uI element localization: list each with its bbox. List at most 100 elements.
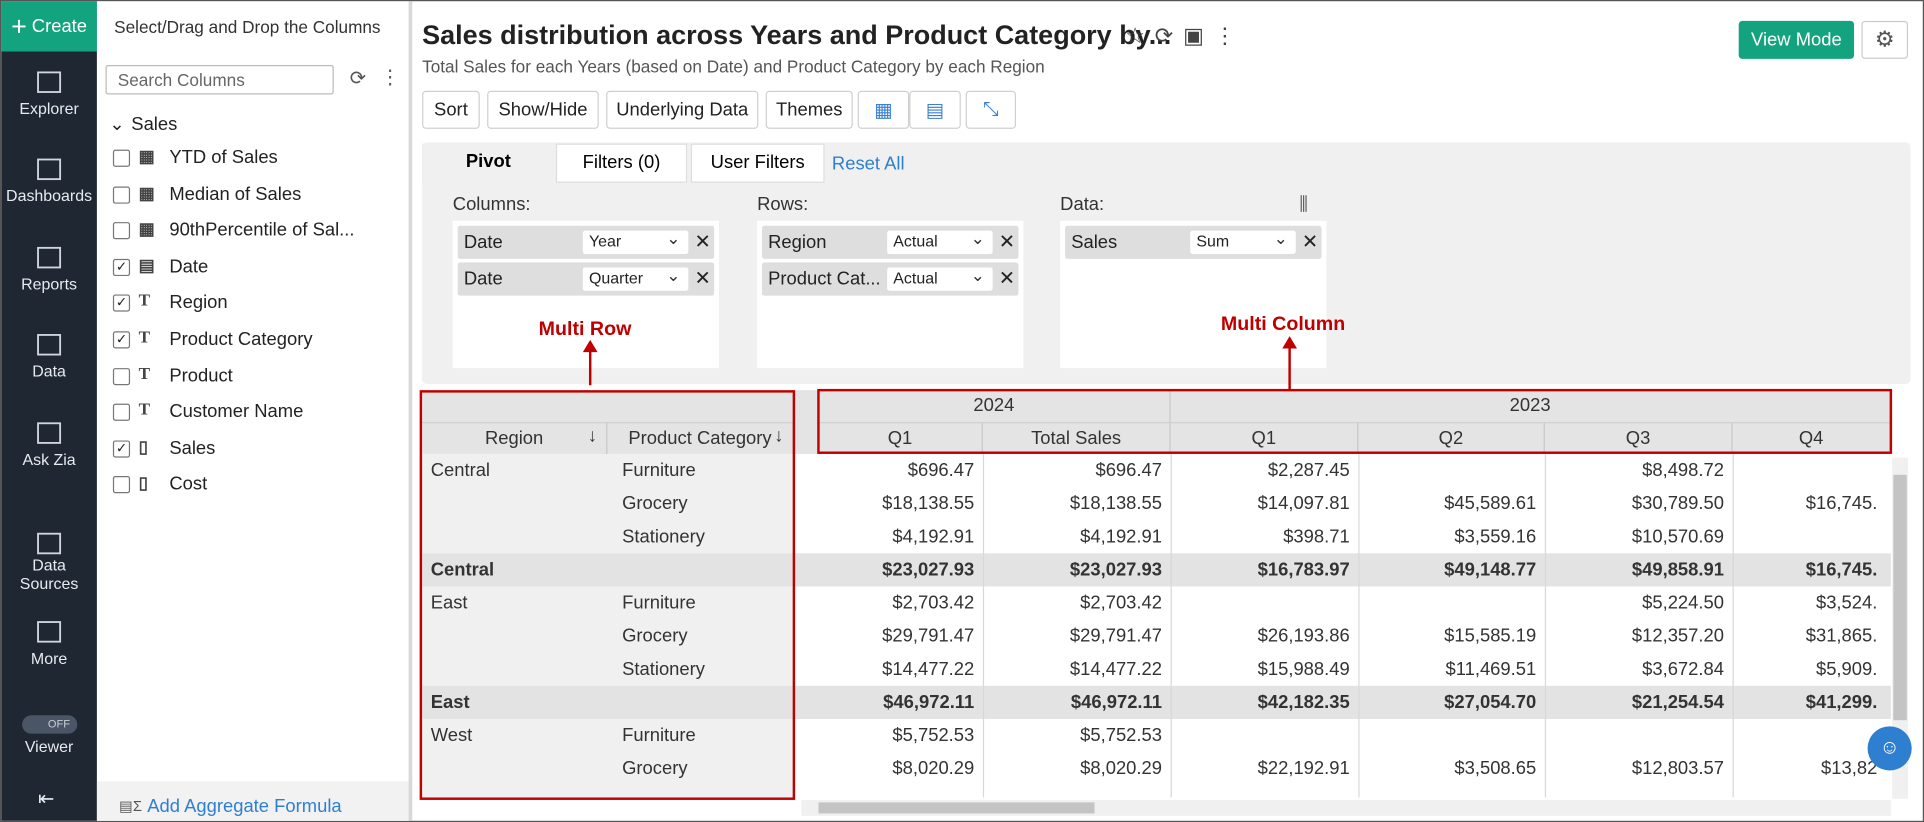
scroll-thumb-h[interactable] bbox=[818, 802, 1095, 814]
checkbox[interactable]: ✓ bbox=[112, 258, 131, 276]
toggle[interactable]: OFF bbox=[22, 715, 78, 734]
nav-item[interactable]: More bbox=[30, 649, 68, 668]
nav-icon bbox=[37, 621, 62, 643]
value-cell: $27,054.70 bbox=[1444, 691, 1537, 713]
checkbox[interactable] bbox=[112, 185, 131, 204]
value-cell: $15,585.19 bbox=[1444, 625, 1537, 647]
value-cell: $23,027.93 bbox=[1069, 559, 1163, 581]
value-cell: $4,192.91 bbox=[892, 526, 975, 548]
category-cell: Furniture bbox=[622, 460, 696, 481]
sort-icon[interactable]: ↓ bbox=[774, 425, 784, 447]
columns-panel bbox=[96, 1, 409, 821]
toolbar-button[interactable]: Themes bbox=[765, 90, 853, 129]
nav-item[interactable]: Dashboards bbox=[6, 186, 93, 205]
value-cell: $5,224.50 bbox=[1642, 592, 1724, 614]
year-header: 2024 bbox=[818, 390, 1171, 423]
nav-item[interactable]: Ask Zia bbox=[22, 450, 76, 469]
column-header[interactable]: Q2 bbox=[1358, 422, 1545, 454]
nav-item[interactable]: Reports bbox=[21, 274, 78, 294]
toolbar-button[interactable]: Underlying Data bbox=[606, 90, 759, 129]
scroll-thumb-v[interactable] bbox=[1893, 474, 1907, 721]
column-item[interactable]: 90thPercentile of Sal... bbox=[169, 219, 355, 241]
search-box[interactable]: Search Columns bbox=[105, 65, 334, 95]
remove-icon[interactable]: ✕ bbox=[998, 268, 1016, 290]
remove-icon[interactable]: ✕ bbox=[694, 231, 711, 253]
value-cell: $2,287.45 bbox=[1267, 460, 1350, 481]
group-label[interactable]: Sales bbox=[131, 114, 178, 135]
toolbar-button[interactable]: Sort bbox=[422, 90, 480, 129]
column-header[interactable]: Region bbox=[422, 422, 608, 454]
value-cell: $5,752.53 bbox=[1080, 725, 1163, 746]
shelf-dropdown[interactable]: Year bbox=[582, 230, 689, 254]
header-icons[interactable]: ☆⟳▣⋮ bbox=[1125, 23, 1246, 48]
collapse[interactable]: ⇤ bbox=[38, 788, 55, 810]
remove-icon[interactable]: ✕ bbox=[998, 231, 1016, 253]
tab[interactable]: Filters (0) bbox=[555, 143, 688, 183]
reset-link[interactable]: Reset All bbox=[831, 153, 905, 175]
column-header[interactable]: Q1 bbox=[1170, 422, 1359, 454]
column-header[interactable]: Q3 bbox=[1544, 422, 1733, 454]
toolbar-button[interactable]: Show/Hide bbox=[487, 90, 599, 129]
nav-item[interactable]: Viewer bbox=[24, 737, 74, 756]
column-item[interactable]: YTD of Sales bbox=[169, 147, 278, 169]
column-item[interactable]: Median of Sales bbox=[169, 183, 302, 205]
checkbox[interactable]: ✓ bbox=[112, 294, 131, 313]
nav-icon bbox=[37, 422, 62, 444]
column-item[interactable]: Date bbox=[169, 256, 209, 278]
column-item[interactable]: Product Category bbox=[169, 328, 313, 350]
value-cell: $14,097.81 bbox=[1257, 493, 1350, 515]
value-cell: $11,469.51 bbox=[1445, 658, 1537, 680]
column-header[interactable]: Total Sales bbox=[982, 422, 1171, 454]
refresh-icon[interactable]: ⟳ bbox=[349, 68, 367, 90]
column-type-icon: T bbox=[138, 401, 151, 420]
checkbox[interactable] bbox=[112, 149, 131, 167]
toolbar-icon-button[interactable]: ▤ bbox=[909, 90, 961, 129]
nav-item[interactable]: Data bbox=[32, 361, 66, 381]
column-item[interactable]: Customer Name bbox=[169, 401, 304, 423]
report-title: Sales distribution across Years and Prod… bbox=[422, 19, 1172, 51]
column-item[interactable]: Region bbox=[169, 292, 228, 314]
arrow-head bbox=[582, 339, 598, 353]
checkbox[interactable] bbox=[112, 222, 131, 240]
settings-button[interactable]: ⚙ bbox=[1861, 20, 1909, 59]
nav-icon bbox=[37, 246, 62, 269]
remove-icon[interactable]: ✕ bbox=[1301, 231, 1319, 253]
more-icon[interactable]: ⋮ bbox=[380, 67, 401, 89]
group-label[interactable]: ⌄ bbox=[109, 114, 125, 135]
splitter bbox=[408, 1, 413, 821]
column-header[interactable]: Q1 bbox=[818, 422, 983, 454]
shelf-dropdown[interactable]: Sum bbox=[1190, 230, 1296, 254]
highlight-box bbox=[817, 388, 1893, 454]
chat-button[interactable]: ☺ bbox=[1867, 726, 1912, 771]
toolbar-icon-button[interactable]: ⤡ bbox=[965, 90, 1016, 129]
checkbox[interactable]: ✓ bbox=[112, 331, 131, 349]
toolbar-icon-button[interactable]: ▦ bbox=[857, 90, 910, 129]
tab[interactable]: User Filters bbox=[690, 143, 825, 183]
column-item[interactable]: Cost bbox=[169, 474, 208, 495]
remove-icon[interactable]: ✕ bbox=[694, 268, 711, 290]
checkbox[interactable] bbox=[112, 367, 131, 385]
data-icon[interactable]: ⫼ bbox=[1299, 193, 1308, 215]
annotation: Multi Row bbox=[538, 318, 632, 340]
column-type-icon: ▦ bbox=[138, 148, 155, 167]
checkbox[interactable]: ✓ bbox=[112, 440, 131, 458]
tab-active[interactable]: Pivot bbox=[422, 143, 555, 185]
sort-icon[interactable]: ↓ bbox=[587, 425, 597, 447]
checkbox[interactable] bbox=[112, 476, 131, 494]
column-type-icon: T bbox=[138, 365, 151, 384]
shelf-dropdown[interactable]: Actual bbox=[887, 267, 993, 291]
checkbox[interactable] bbox=[112, 403, 131, 422]
column-item[interactable]: Sales bbox=[169, 437, 216, 459]
value-cell: $18,138.55 bbox=[882, 493, 975, 515]
shelf-dropdown[interactable]: Actual bbox=[887, 230, 993, 254]
column-item[interactable]: Product bbox=[169, 365, 233, 386]
footer-link[interactable]: Add Aggregate Formula bbox=[147, 796, 342, 818]
shelf-dropdown[interactable]: Quarter bbox=[582, 267, 689, 291]
nav-item[interactable]: Data Sources bbox=[19, 555, 79, 593]
value-cell: $2,703.42 bbox=[892, 592, 975, 614]
create-button[interactable]: + Create bbox=[1, 1, 97, 52]
value-cell: $8,020.29 bbox=[892, 758, 975, 780]
view-mode-button[interactable]: View Mode bbox=[1738, 20, 1855, 59]
nav-item[interactable]: Explorer bbox=[19, 99, 79, 118]
